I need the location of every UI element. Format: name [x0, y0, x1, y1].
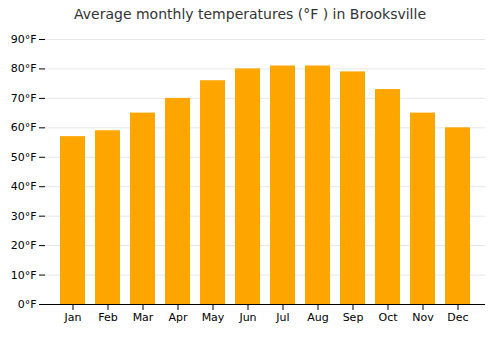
- svg-text:60°F: 60°F: [11, 121, 37, 134]
- svg-text:30°F: 30°F: [11, 210, 37, 223]
- svg-text:90°F: 90°F: [11, 33, 37, 46]
- svg-text:Feb: Feb: [98, 311, 117, 324]
- svg-text:70°F: 70°F: [11, 92, 37, 105]
- svg-text:0°F: 0°F: [18, 298, 37, 311]
- svg-text:10°F: 10°F: [11, 269, 37, 282]
- svg-text:50°F: 50°F: [11, 151, 37, 164]
- svg-text:40°F: 40°F: [11, 180, 37, 193]
- svg-text:Mar: Mar: [133, 311, 154, 324]
- svg-text:Jun: Jun: [238, 311, 256, 324]
- svg-text:80°F: 80°F: [11, 62, 37, 75]
- svg-text:Apr: Apr: [168, 311, 188, 324]
- svg-text:20°F: 20°F: [11, 239, 37, 252]
- svg-text:Jan: Jan: [64, 311, 82, 324]
- svg-text:Jul: Jul: [275, 311, 289, 324]
- svg-text:Dec: Dec: [447, 311, 468, 324]
- svg-text:Nov: Nov: [412, 311, 434, 324]
- svg-text:Aug: Aug: [307, 311, 328, 324]
- html-text:Average monthly temperatures (: Average monthly temperatures (°F ) in Br…: [74, 6, 426, 22]
- svg-text:May: May: [202, 311, 225, 324]
- svg-text:Oct: Oct: [378, 311, 398, 324]
- svg-text:Sep: Sep: [343, 311, 364, 324]
